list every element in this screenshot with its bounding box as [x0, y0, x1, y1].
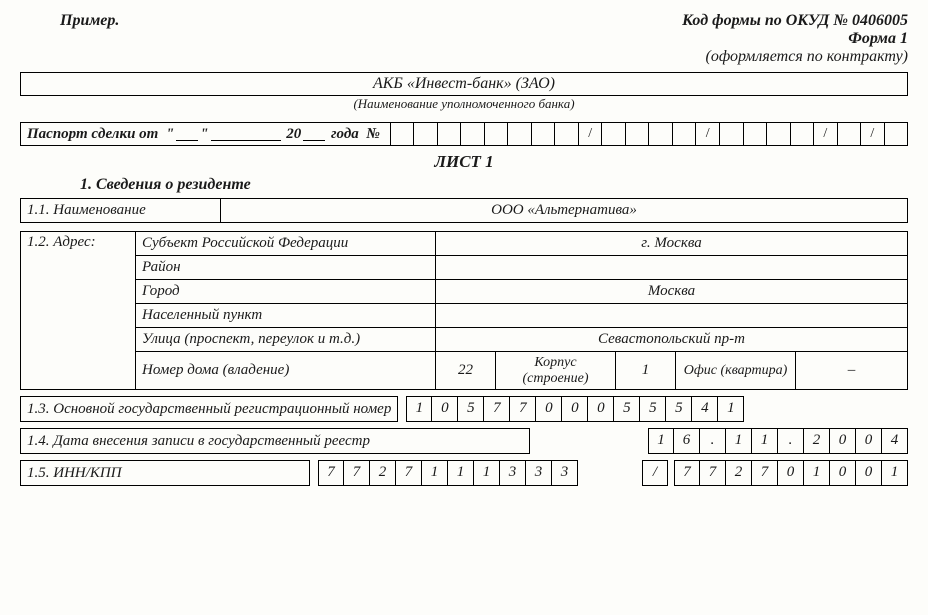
cell: 0 — [588, 396, 614, 422]
r13-cells: 1057700055541 — [406, 396, 744, 422]
cell: 1 — [718, 396, 744, 422]
cell: 5 — [640, 396, 666, 422]
cell: 1 — [726, 428, 752, 454]
cell: 0 — [856, 460, 882, 486]
cell: 7 — [318, 460, 344, 486]
street-label: Улица (проспект, переулок и т.д.) — [136, 328, 436, 352]
form-note: (оформляется по контракту) — [682, 48, 908, 66]
cell: 7 — [484, 396, 510, 422]
cell: 7 — [510, 396, 536, 422]
cell: 1 — [648, 428, 674, 454]
office-value: – — [796, 352, 908, 390]
cell: 1 — [474, 460, 500, 486]
r14-cells: 16.11.2004 — [648, 428, 908, 454]
row-1-5: 1.5. ИНН/КПП 7727111333 / 772701001 — [20, 460, 908, 486]
locality-value — [436, 304, 908, 328]
cell: 0 — [562, 396, 588, 422]
locality-label: Населенный пункт — [136, 304, 436, 328]
district-value — [436, 256, 908, 280]
r12-label: 1.2. Адрес: — [21, 232, 136, 390]
cell: 2 — [804, 428, 830, 454]
cell: 0 — [778, 460, 804, 486]
cell: 3 — [500, 460, 526, 486]
cell: 1 — [422, 460, 448, 486]
row-1-4: 1.4. Дата внесения записи в государствен… — [20, 428, 908, 454]
r11-label: 1.1. Наименование — [21, 199, 221, 223]
r15-inn-cells: 7727111333 — [318, 460, 578, 486]
r13-label: 1.3. Основной государственный регистраци… — [20, 396, 398, 422]
r15-kpp-cells: 772701001 — [674, 460, 908, 486]
form-number: Форма 1 — [682, 30, 908, 48]
cell: 0 — [432, 396, 458, 422]
passport-row: Паспорт сделки от "" 20 года № / / / / — [20, 122, 908, 146]
street-value: Севастопольский пр-т — [436, 328, 908, 352]
row-1-1: 1.1. Наименование ООО «Альтернатива» — [20, 198, 908, 223]
subject-label: Субъект Российской Федерации — [136, 232, 436, 256]
city-value: Москва — [436, 280, 908, 304]
cell: 3 — [526, 460, 552, 486]
cell: 1 — [804, 460, 830, 486]
r14-label: 1.4. Дата внесения записи в государствен… — [20, 428, 530, 454]
cell: . — [700, 428, 726, 454]
cell: 7 — [674, 460, 700, 486]
row-1-3: 1.3. Основной государственный регистраци… — [20, 396, 908, 422]
row-1-2: 1.2. Адрес: Субъект Российской Федерации… — [20, 231, 908, 390]
district-label: Район — [136, 256, 436, 280]
sheet-title: ЛИСТ 1 — [20, 152, 908, 172]
example-label: Пример. — [60, 12, 119, 30]
cell: 5 — [458, 396, 484, 422]
cell: 5 — [666, 396, 692, 422]
section-1-title: 1. Сведения о резиденте — [80, 176, 908, 194]
passport-number-cells: / / / / — [391, 122, 908, 146]
r11-value: ООО «Альтернатива» — [221, 199, 908, 223]
cell: 6 — [674, 428, 700, 454]
office-label: Офис (квартира) — [676, 352, 796, 390]
city-label: Город — [136, 280, 436, 304]
cell: 1 — [882, 460, 908, 486]
cell: 0 — [856, 428, 882, 454]
cell: 7 — [396, 460, 422, 486]
subject-value: г. Москва — [436, 232, 908, 256]
cell: 4 — [692, 396, 718, 422]
house-value: 22 — [436, 352, 496, 390]
cell: 2 — [370, 460, 396, 486]
cell: 2 — [726, 460, 752, 486]
cell: . — [778, 428, 804, 454]
house-label: Номер дома (владение) — [136, 352, 436, 390]
cell: 1 — [752, 428, 778, 454]
cell: 3 — [552, 460, 578, 486]
cell: 7 — [752, 460, 778, 486]
okud-code: Код формы по ОКУД № 0406005 — [682, 12, 908, 30]
cell: 0 — [536, 396, 562, 422]
passport-label: Паспорт сделки от "" 20 года № — [20, 122, 391, 146]
cell: 1 — [406, 396, 432, 422]
cell: 7 — [344, 460, 370, 486]
cell: 1 — [448, 460, 474, 486]
bank-name-box: АКБ «Инвест-банк» (ЗАО) — [20, 72, 908, 96]
bank-caption: (Наименование уполномоченного банка) — [20, 96, 908, 112]
cell: 4 — [882, 428, 908, 454]
cell: 0 — [830, 428, 856, 454]
korpus-label: Корпус (строение) — [496, 352, 616, 390]
r15-label: 1.5. ИНН/КПП — [20, 460, 310, 486]
r15-sep: / — [642, 460, 668, 486]
korpus-value: 1 — [616, 352, 676, 390]
cell: 5 — [614, 396, 640, 422]
cell: 7 — [700, 460, 726, 486]
cell: 0 — [830, 460, 856, 486]
